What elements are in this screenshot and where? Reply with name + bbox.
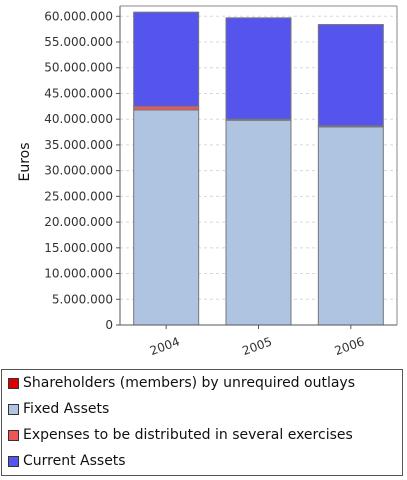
y-tick-label: 50.000.000 — [44, 61, 113, 75]
y-tick-label: 15.000.000 — [44, 241, 113, 255]
bar-2004-series-1 — [133, 109, 200, 326]
bar-2004-series-2 — [133, 105, 200, 111]
legend-swatch-expenses — [8, 429, 19, 441]
y-axis-label: Euros — [17, 142, 33, 181]
legend-label-shareholders: Shareholders (members) by unrequired out… — [23, 375, 355, 391]
bar-2006-series-3 — [317, 24, 384, 127]
x-tick-label: 2004 — [148, 334, 181, 358]
y-tick-label: 60.000.000 — [44, 9, 113, 23]
legend-swatch-current-assets — [8, 455, 19, 467]
y-tick-label: 30.000.000 — [44, 164, 113, 178]
y-tick-label: 35.000.000 — [44, 138, 113, 152]
legend-item-shareholders: Shareholders (members) by unrequired out… — [8, 373, 355, 393]
bar-2006-series-1 — [317, 126, 384, 326]
legend-label-current-assets: Current Assets — [23, 453, 126, 469]
y-tick-label: 40.000.000 — [44, 112, 113, 126]
legend-label-expenses: Expenses to be distributed in several ex… — [23, 427, 353, 443]
legend-item-fixed-assets: Fixed Assets — [8, 399, 109, 419]
legend-swatch-shareholders — [8, 377, 19, 389]
bar-stacks — [133, 11, 384, 326]
y-tick-label: 25.000.000 — [44, 189, 113, 203]
legend-item-current-assets: Current Assets — [8, 451, 126, 471]
legend-swatch-fixed-assets — [8, 403, 19, 415]
y-axis-ticks: 0 5.000.000 10.000.000 15.000.000 20.000.000… — [44, 9, 120, 332]
bar-2004-series-3 — [133, 11, 200, 107]
y-tick-label: 10.000.000 — [44, 267, 113, 281]
legend-label-fixed-assets: Fixed Assets — [23, 401, 110, 417]
bar-2005-series-3 — [225, 17, 292, 120]
y-tick-label: 5.000.000 — [52, 292, 113, 306]
legend-item-expenses: Expenses to be distributed in several ex… — [8, 425, 353, 445]
y-tick-label: 45.000.000 — [44, 86, 113, 100]
bar-2005-series-1 — [225, 119, 292, 326]
y-tick-label: 55.000.000 — [44, 35, 113, 49]
bar-chart: 0 5.000.000 10.000.000 15.000.000 20.000.000… — [17, 5, 398, 358]
y-tick-label: 0 — [105, 318, 113, 332]
chart-legend: Shareholders (members) by unrequired out… — [1, 369, 403, 476]
x-axis-ticks: 2004 2005 2006 — [148, 325, 366, 358]
x-tick-label: 2006 — [333, 334, 366, 358]
x-tick-label: 2005 — [240, 334, 273, 358]
y-tick-label: 20.000.000 — [44, 215, 113, 229]
